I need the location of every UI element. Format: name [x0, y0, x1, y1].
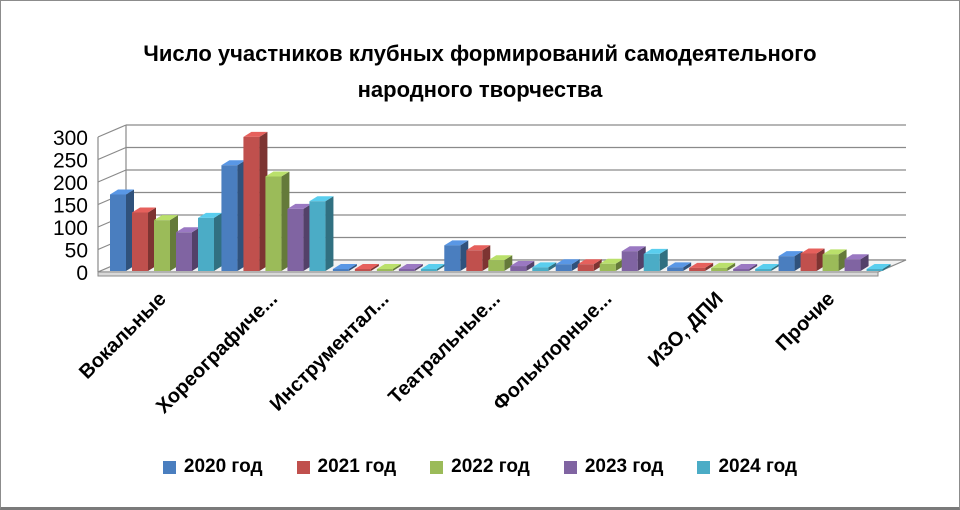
y-tick-label: 300 — [53, 127, 88, 150]
bar-0-4 — [198, 212, 222, 271]
side-gridline-250 — [97, 146, 127, 161]
category-label: Хореографиче... — [152, 288, 282, 418]
bar-6-4 — [866, 264, 891, 271]
legend-swatch — [162, 460, 176, 474]
bar-0-1 — [132, 207, 156, 271]
floor-front-edge — [97, 271, 879, 277]
bar-0-0 — [110, 189, 134, 271]
bar-6-1 — [800, 248, 825, 271]
y-tick-label: 100 — [53, 217, 88, 240]
bar-5-4 — [755, 264, 780, 271]
bar-4-0 — [555, 259, 580, 271]
legend-label: 2020 год — [183, 456, 263, 477]
bar-1-4 — [309, 196, 334, 271]
y-tick-label: 50 — [65, 240, 88, 263]
legend-label: 2023 год — [584, 456, 664, 477]
bar-5-3 — [733, 264, 758, 271]
bar-2-2 — [376, 264, 401, 271]
bar-2-0 — [332, 264, 357, 271]
legend-item: 2022 год — [430, 456, 530, 478]
bar-3-0 — [444, 240, 469, 271]
category-label: Инструментал... — [266, 288, 394, 416]
legend-swatch — [563, 460, 577, 474]
y-tick-label: 0 — [76, 262, 88, 285]
bar-1-2 — [265, 171, 290, 271]
legend-label: 2024 год — [718, 456, 798, 477]
y-tick-label: 250 — [53, 150, 88, 173]
legend-swatch — [296, 460, 310, 474]
legend-item: 2021 год — [296, 456, 397, 478]
bar-4-1 — [577, 259, 602, 271]
chart-legend: 2020 год 2021 год 2022 год 2023 год 2024 год — [0, 456, 960, 478]
bar-2-1 — [354, 264, 379, 271]
chart-title-line-2: народного творчества — [357, 77, 603, 102]
category-label: Вокальные — [75, 288, 171, 384]
legend-label: 2022 год — [451, 456, 530, 477]
y-tick-label: 150 — [53, 195, 88, 218]
category-label: Театральные... — [384, 288, 505, 409]
bar-1-1 — [243, 131, 268, 271]
bar-3-4 — [532, 262, 557, 271]
legend-swatch — [430, 460, 444, 474]
legend-item: 2020 год — [162, 456, 263, 478]
side-gridline-200 — [97, 169, 127, 183]
legend-item: 2024 год — [697, 456, 797, 478]
bar-0-2 — [154, 215, 178, 271]
bar-5-0 — [667, 262, 692, 271]
bar-1-0 — [221, 160, 246, 271]
bar-6-3 — [844, 254, 869, 271]
legend-swatch — [697, 460, 711, 474]
legend-item: 2023 год — [563, 456, 664, 478]
bar-6-0 — [778, 251, 803, 271]
chart-title-line-1: Число участников клубных формирований са… — [143, 41, 817, 66]
bar-2-3 — [398, 264, 423, 271]
category-label: ИЗО, ДПИ — [644, 288, 728, 372]
bar-3-3 — [510, 261, 535, 271]
category-label: Прочие — [772, 288, 839, 355]
y-tick-label: 200 — [53, 172, 88, 195]
side-gridline-300 — [97, 124, 127, 138]
bar-2-4 — [420, 264, 445, 271]
bar-5-2 — [711, 262, 736, 271]
legend-label: 2021 год — [317, 456, 397, 477]
category-label: Фольклорные... — [489, 288, 616, 415]
bar-5-1 — [689, 262, 714, 271]
bar-6-2 — [822, 249, 847, 271]
bar-0-3 — [176, 227, 200, 271]
bar-3-1 — [466, 245, 491, 271]
bar-4-4 — [643, 248, 668, 271]
bar-1-3 — [287, 203, 312, 271]
bar-4-3 — [621, 246, 646, 271]
